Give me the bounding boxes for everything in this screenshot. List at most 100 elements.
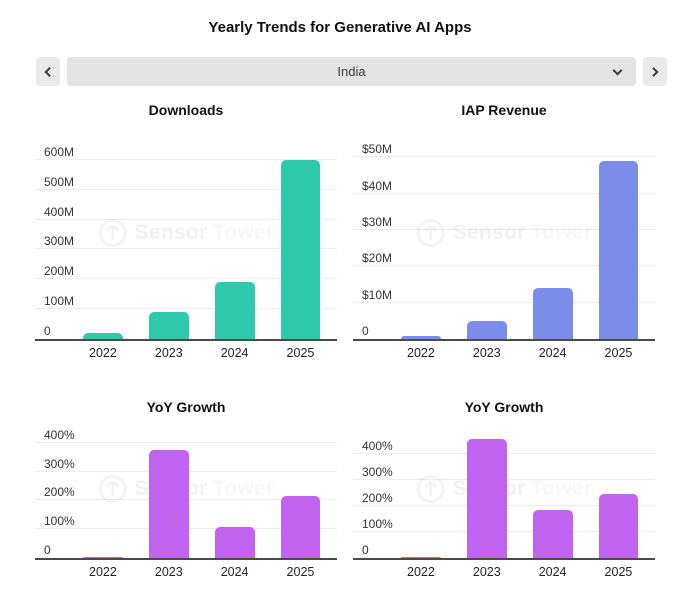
prev-country-button[interactable]	[36, 57, 60, 86]
gridline	[353, 301, 655, 303]
chevron-left-icon	[44, 66, 55, 77]
x-tick-label: 2024	[220, 346, 249, 360]
bar-2022	[83, 557, 123, 558]
y-tick-label: 0	[362, 324, 369, 338]
x-tick-label: 2024	[220, 565, 249, 579]
gridline	[35, 248, 337, 250]
revenue-yoy-x-axis: 2022 2023 2024 2025	[353, 560, 655, 580]
downloads-plot-area: SensorTower 0 100M 200M 300M 400M 500M 600M	[35, 139, 337, 341]
charts-grid: Downloads SensorTower 0 100M 200M 300M 400M 5…	[35, 86, 655, 580]
revenue-yoy-growth-chart: YoY Growth SensorTower 0100%200%300%400%…	[353, 399, 655, 580]
bar-2024	[532, 288, 573, 339]
y-tick-label: 0	[362, 543, 369, 557]
iap-revenue-x-axis: 2022 2023 2024 2025	[353, 341, 655, 361]
bar-2022	[83, 333, 123, 339]
bar-2022	[401, 335, 441, 339]
bar-2024	[214, 282, 255, 339]
x-tick-label: 2025	[286, 346, 315, 360]
bar-2023	[148, 450, 189, 558]
downloads-x-axis: 2022 2023 2024 2025	[35, 341, 337, 361]
x-tick-label: 2023	[472, 346, 501, 360]
downloads-yoy-x-axis: 2022 2023 2024 2025	[35, 560, 337, 580]
y-tick-label: 100M	[44, 294, 75, 309]
x-tick-label: 2023	[154, 565, 183, 579]
y-tick-label: 400M	[44, 204, 75, 219]
gridline	[353, 228, 655, 230]
y-tick-label: 100%	[44, 514, 75, 529]
sensor-tower-logo-icon	[98, 219, 127, 247]
gridline	[35, 218, 337, 220]
gridline	[35, 158, 337, 160]
iap-revenue-plot-area: SensorTower 0 $10M $20M $30M $40M $50M	[353, 139, 655, 341]
downloads-yoy-growth-chart: YoY Growth SensorTower 0100%200%300%400%…	[35, 399, 337, 580]
bar-2023	[148, 311, 189, 339]
x-tick-label: 2024	[538, 565, 567, 579]
chevron-right-icon	[648, 66, 659, 77]
country-selector-row: India	[36, 57, 667, 86]
chart-title: YoY Growth	[464, 399, 544, 415]
bar-2025	[598, 160, 639, 339]
gridline	[353, 156, 655, 158]
y-tick-label: 300%	[44, 456, 75, 471]
gridline	[35, 308, 337, 310]
bar-2023	[466, 320, 507, 339]
x-tick-label: 2025	[604, 346, 633, 360]
next-country-button[interactable]	[643, 57, 667, 86]
sensor-tower-logo-icon	[416, 219, 445, 247]
x-tick-label: 2024	[538, 346, 567, 360]
x-tick-label: 2025	[286, 565, 315, 579]
gridline	[35, 188, 337, 190]
bar-2023	[466, 438, 507, 558]
y-tick-label: 600M	[44, 144, 75, 159]
iap-revenue-chart: IAP Revenue SensorTower 0 $10M $20M $30M $40…	[353, 102, 655, 361]
y-tick-label: $30M	[362, 214, 393, 229]
bar-2025	[280, 496, 321, 558]
x-tick-label: 2025	[604, 565, 633, 579]
country-dropdown[interactable]: India	[67, 57, 636, 86]
gridline	[353, 192, 655, 194]
country-dropdown-value: India	[337, 64, 366, 79]
x-tick-label: 2022	[89, 565, 117, 579]
y-tick-label: $10M	[362, 287, 393, 302]
gridline	[35, 441, 337, 443]
chevron-down-icon	[612, 65, 623, 76]
x-tick-label: 2022	[407, 565, 435, 579]
bar-2025	[598, 494, 639, 558]
watermark-text: SensorTower	[134, 221, 208, 244]
y-tick-label: 300M	[44, 234, 75, 249]
watermark-text: SensorTower	[452, 221, 526, 244]
bar-2022	[401, 557, 441, 558]
chart-title: IAP Revenue	[461, 102, 547, 118]
y-tick-label: $50M	[362, 142, 393, 157]
x-tick-label: 2023	[154, 346, 183, 360]
bar-2025	[280, 159, 321, 339]
chart-title: YoY Growth	[146, 399, 226, 415]
gridline	[353, 265, 655, 267]
page-title: Yearly Trends for Generative AI Apps	[208, 19, 472, 36]
downloads-chart: Downloads SensorTower 0 100M 200M 300M 400M 5…	[35, 102, 337, 361]
chart-title: Downloads	[148, 102, 224, 118]
y-tick-label: 200M	[44, 264, 75, 279]
x-tick-label: 2022	[89, 346, 117, 360]
x-tick-label: 2022	[407, 346, 435, 360]
y-tick-label: 400%	[362, 439, 393, 454]
y-tick-label: 200%	[362, 491, 393, 506]
y-tick-label: 400%	[44, 427, 75, 442]
y-tick-label: 0	[44, 543, 51, 557]
y-tick-label: $40M	[362, 178, 393, 193]
y-tick-label: 500M	[44, 174, 75, 189]
bar-2024	[532, 509, 573, 558]
y-tick-label: 0	[44, 324, 51, 338]
sensor-tower-watermark: SensorTower	[416, 218, 593, 248]
y-tick-label: 200%	[44, 485, 75, 500]
y-tick-label: 300%	[362, 465, 393, 480]
bar-2024	[214, 526, 255, 558]
sensor-tower-watermark: SensorTower	[98, 218, 275, 248]
x-tick-label: 2023	[472, 565, 501, 579]
sensor-tower-logo-icon	[416, 474, 445, 503]
y-tick-label: $20M	[362, 251, 393, 266]
gridline	[35, 278, 337, 280]
